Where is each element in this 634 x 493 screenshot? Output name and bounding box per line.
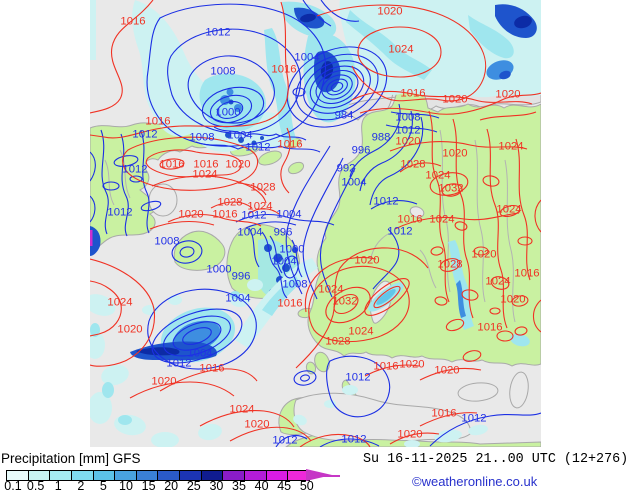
colorbar-tick-label: 15 xyxy=(141,479,156,493)
colorbar-cell xyxy=(245,471,267,480)
terrain-lines xyxy=(104,129,516,323)
colorbar-tick-label: 40 xyxy=(254,479,269,493)
colorbar-cell xyxy=(288,471,309,480)
colorbar-tick-label: 45 xyxy=(277,479,292,493)
land-masses xyxy=(90,77,541,447)
colorbar-cell xyxy=(158,471,181,480)
colorbar-tick-label: 35 xyxy=(232,479,246,493)
isobars-low-pressure xyxy=(90,0,541,447)
colorbar-cell xyxy=(50,471,72,480)
colorbar-tick-label: 10 xyxy=(119,479,133,493)
copyright-text: ©weatheronline.co.uk xyxy=(412,474,538,489)
legend-title: Precipitation [mm] GFS xyxy=(1,451,141,466)
colorbar-cell xyxy=(115,471,137,480)
colorbar-arrow-icon xyxy=(306,469,332,481)
white-sea xyxy=(409,206,425,218)
colorbar-tick-label: 0.5 xyxy=(26,479,45,493)
colorbar-cell xyxy=(28,471,51,480)
colorbar-cell xyxy=(266,471,289,480)
colorbar-tick-label: 0.1 xyxy=(4,479,22,493)
great-britain xyxy=(314,351,330,373)
colorbar-ticks: 0.1 0.5 1 2 5 10 15 20 25 30 35 40 45 50 xyxy=(0,479,360,493)
caspian-sea xyxy=(509,371,529,409)
map-graphic xyxy=(90,0,541,447)
colorbar-tick-label: 20 xyxy=(164,479,179,493)
colorbar-tick-label: 50 xyxy=(299,479,314,493)
precip-colorbar xyxy=(6,470,310,481)
colorbar-cell xyxy=(223,471,246,480)
black-sea xyxy=(457,382,499,402)
colorbar-tick-label: 30 xyxy=(209,479,224,493)
colorbar-tick-label: 1 xyxy=(54,479,62,493)
map-area xyxy=(90,0,541,447)
colorbar-cell xyxy=(71,471,94,480)
colorbar-cell xyxy=(136,471,159,480)
colorbar-cell xyxy=(93,471,116,480)
colorbar-tick-label: 5 xyxy=(99,479,107,493)
colorbar-cell xyxy=(7,471,29,480)
colorbar-cell xyxy=(201,471,224,480)
forecast-datetime: Su 16-11-2025 21..00 UTC (12+276) xyxy=(363,452,629,467)
colorbar-tick-label: 25 xyxy=(186,479,201,493)
colorbar-tick-label: 2 xyxy=(77,479,85,493)
isobars-high-pressure xyxy=(90,0,541,447)
colorbar-cell xyxy=(180,471,202,480)
